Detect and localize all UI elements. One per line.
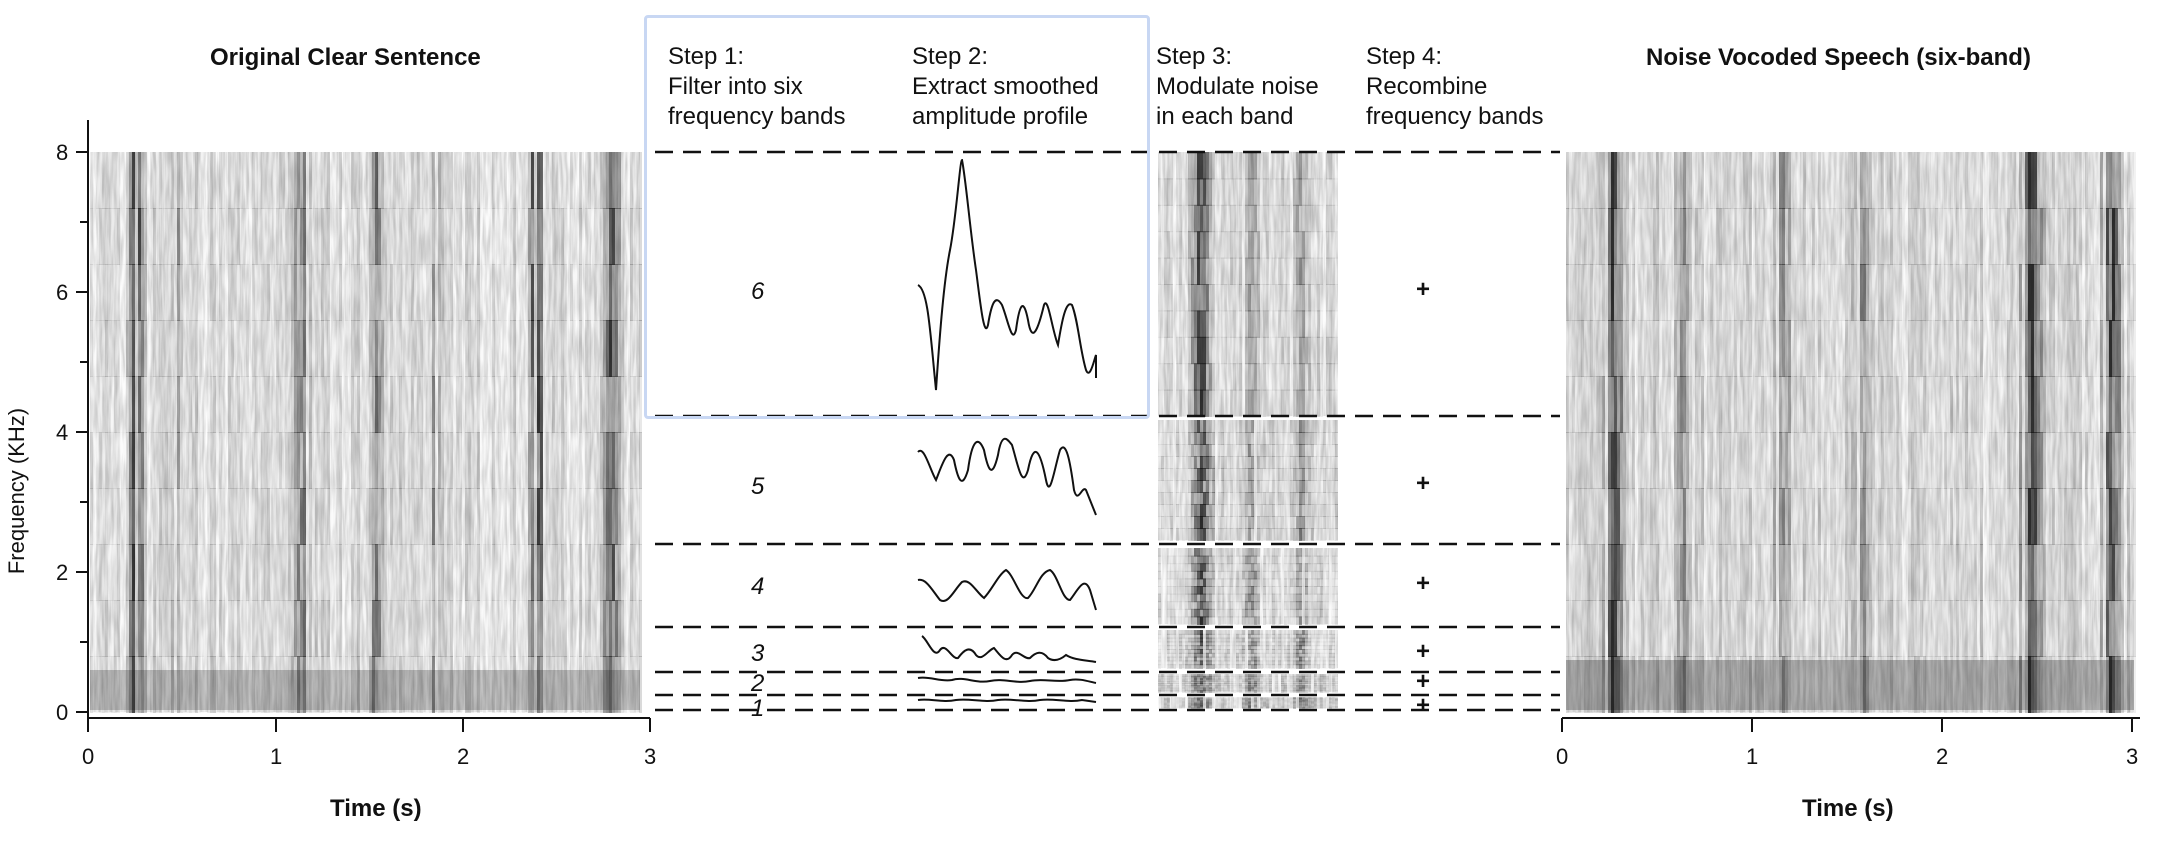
left-axes	[76, 120, 651, 732]
envelope-band-4	[917, 568, 1097, 611]
band-boundaries	[655, 150, 1560, 712]
left-plot-title: Original Clear Sentence	[210, 44, 481, 71]
right-plot-title: Noise Vocoded Speech (six-band)	[1646, 44, 2031, 71]
left-ytick-0: 0	[56, 700, 69, 725]
band-number-2: 2	[751, 670, 765, 697]
step-4-label: Step 4: Recombine frequency bands	[1366, 43, 1544, 130]
step-1-label: Step 1: Filter into six frequency bands	[668, 43, 846, 130]
left-ytick-6: 6	[56, 280, 69, 305]
left-xlabel: Time (s)	[330, 795, 422, 822]
modulated-noise-strips	[1158, 152, 1338, 709]
band-number-6: 6	[751, 278, 765, 305]
plus-band-3: +	[1416, 638, 1431, 665]
plus-band-1: +	[1416, 692, 1431, 719]
right-xlabel: Time (s)	[1802, 795, 1894, 822]
plus-band-2: +	[1416, 668, 1431, 695]
envelope-band-3	[921, 635, 1097, 663]
left-xtick-2: 2	[457, 744, 470, 769]
band-number-3: 3	[751, 640, 765, 667]
vocoded-spectrogram	[1566, 152, 2136, 713]
band-number-1: 1	[751, 695, 765, 722]
step1-2-highlight-box	[644, 15, 1150, 419]
envelope-band-5	[917, 437, 1097, 516]
left-ylabel: Frequency (KHz)	[4, 407, 30, 575]
left-xtick-1: 1	[270, 744, 283, 769]
left-xtick-3: 3	[644, 744, 657, 769]
original-spectrogram	[90, 152, 642, 713]
envelope-band-1	[917, 698, 1097, 703]
step-2-label: Step 2: Extract smoothed amplitude profi…	[912, 43, 1099, 130]
right-xtick-0: 0	[1556, 744, 1569, 769]
right-xtick-1: 1	[1746, 744, 1759, 769]
envelope-band-6	[917, 158, 1097, 391]
right-xtick-2: 2	[1936, 744, 1949, 769]
left-ytick-2: 2	[56, 560, 69, 585]
left-ytick-8: 8	[56, 140, 69, 165]
left-xtick-0: 0	[82, 744, 95, 769]
amplitude-envelopes	[917, 158, 1097, 703]
right-xtick-3: 3	[2126, 744, 2139, 769]
step-3-label: Step 3: Modulate noise in each band	[1156, 43, 1319, 130]
right-axes	[1561, 717, 2140, 732]
left-ytick-4: 4	[56, 420, 69, 445]
band-number-5: 5	[751, 473, 765, 500]
plus-band-5: +	[1416, 470, 1431, 497]
band-number-4: 4	[751, 573, 765, 600]
envelope-band-2	[917, 676, 1097, 684]
plus-band-6: +	[1416, 276, 1431, 303]
plus-band-4: +	[1416, 570, 1431, 597]
